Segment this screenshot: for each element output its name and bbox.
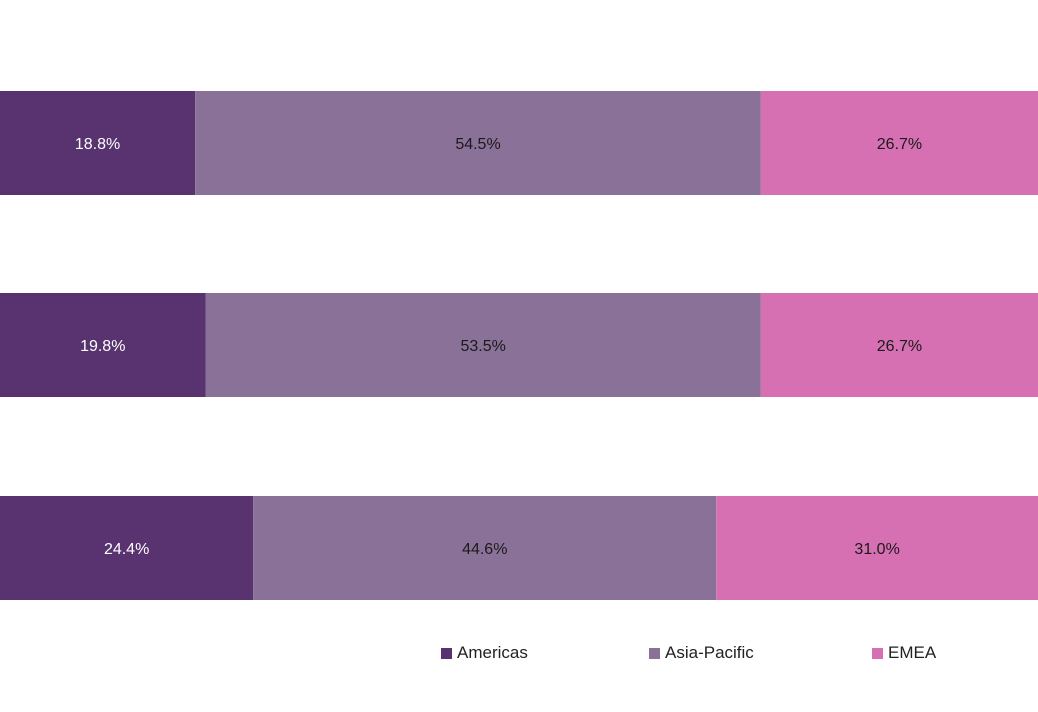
legend-label-americas: Americas xyxy=(457,643,528,662)
legend-swatch-americas xyxy=(441,647,452,659)
legend-item-emea: EMEA xyxy=(872,640,936,666)
data-label-asia-pacific-row-2: 53.5% xyxy=(461,338,506,355)
bar-segment-americas-row-2 xyxy=(0,293,206,397)
legend-swatch-asia-pacific xyxy=(649,647,660,659)
bar-segment-emea-row-3 xyxy=(716,496,1038,600)
bar-segment-emea-row-1 xyxy=(760,91,1038,195)
chart-legend: Americas Asia-Pacific EMEA xyxy=(0,640,1038,666)
data-label-americas-row-1: 18.8% xyxy=(75,136,120,153)
bar-segment-americas-row-3 xyxy=(0,496,254,600)
legend-item-americas: Americas xyxy=(441,640,528,666)
data-label-asia-pacific-row-3: 44.6% xyxy=(462,541,507,558)
data-label-emea-row-3: 31.0% xyxy=(854,541,899,558)
bar-segment-asia-pacific-row-1 xyxy=(195,91,761,195)
bar-segment-asia-pacific-row-3 xyxy=(253,496,717,600)
bar-segment-asia-pacific-row-2 xyxy=(205,293,761,397)
data-label-americas-row-2: 19.8% xyxy=(80,338,125,355)
legend-label-emea: EMEA xyxy=(888,643,937,662)
data-label-emea-row-2: 26.7% xyxy=(877,338,922,355)
legend-label-asia-pacific: Asia-Pacific xyxy=(665,643,754,662)
legend-swatch-emea xyxy=(872,647,883,659)
bar-segment-americas-row-1 xyxy=(0,91,196,195)
legend-item-asia-pacific: Asia-Pacific xyxy=(649,640,754,666)
data-label-americas-row-3: 24.4% xyxy=(104,541,149,558)
data-label-asia-pacific-row-1: 54.5% xyxy=(455,136,500,153)
data-label-emea-row-1: 26.7% xyxy=(877,136,922,153)
bar-segment-emea-row-2 xyxy=(760,293,1038,397)
